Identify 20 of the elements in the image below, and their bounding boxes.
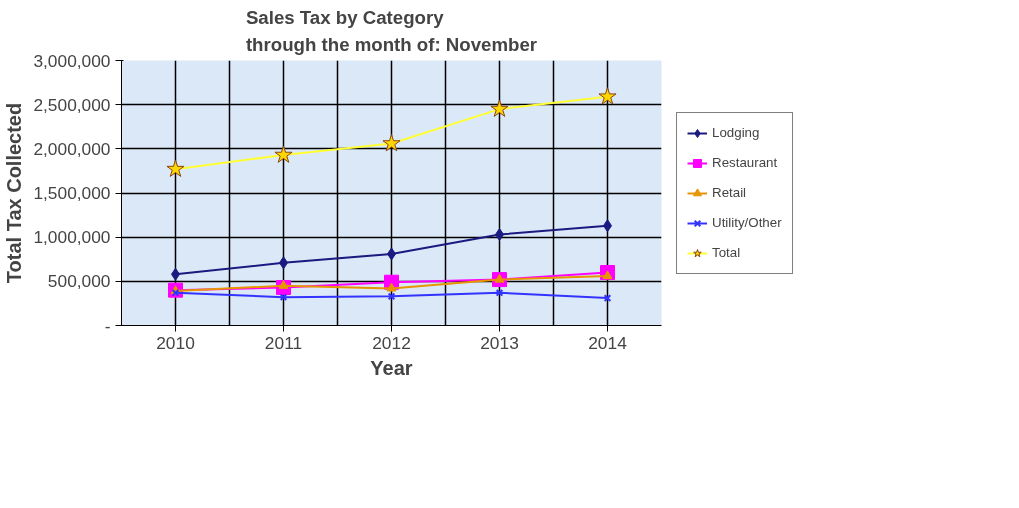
legend-label: Restaurant (712, 155, 778, 170)
y-tick-label: 1,000,000 (33, 227, 111, 248)
chart-title: Sales Tax by Category through the month of: November (245, 7, 538, 56)
y-tick-label: - (104, 315, 111, 336)
y-tick-label: 2,500,000 (33, 94, 111, 115)
legend-label: Utility/Other (712, 215, 782, 230)
x-tick-label: 2014 (588, 332, 628, 353)
y-tick-label: 3,000,000 (33, 50, 111, 71)
x-axis-title: Year (370, 356, 413, 379)
legend-label: Lodging (712, 125, 760, 140)
y-tick-label: 2,000,000 (33, 138, 111, 159)
x-tick-label: 2010 (156, 332, 195, 353)
y-tick-label: 1,500,000 (33, 183, 111, 203)
y-tick-label: 500,000 (47, 271, 111, 292)
x-tick-label: 2011 (264, 332, 303, 353)
y-axis-title: Total Tax Collected (3, 102, 26, 284)
legend-label: Total (712, 245, 741, 260)
x-tick-label: 2012 (372, 332, 411, 353)
legend-label: Retail (712, 185, 747, 200)
x-tick-label: 2013 (480, 332, 519, 353)
